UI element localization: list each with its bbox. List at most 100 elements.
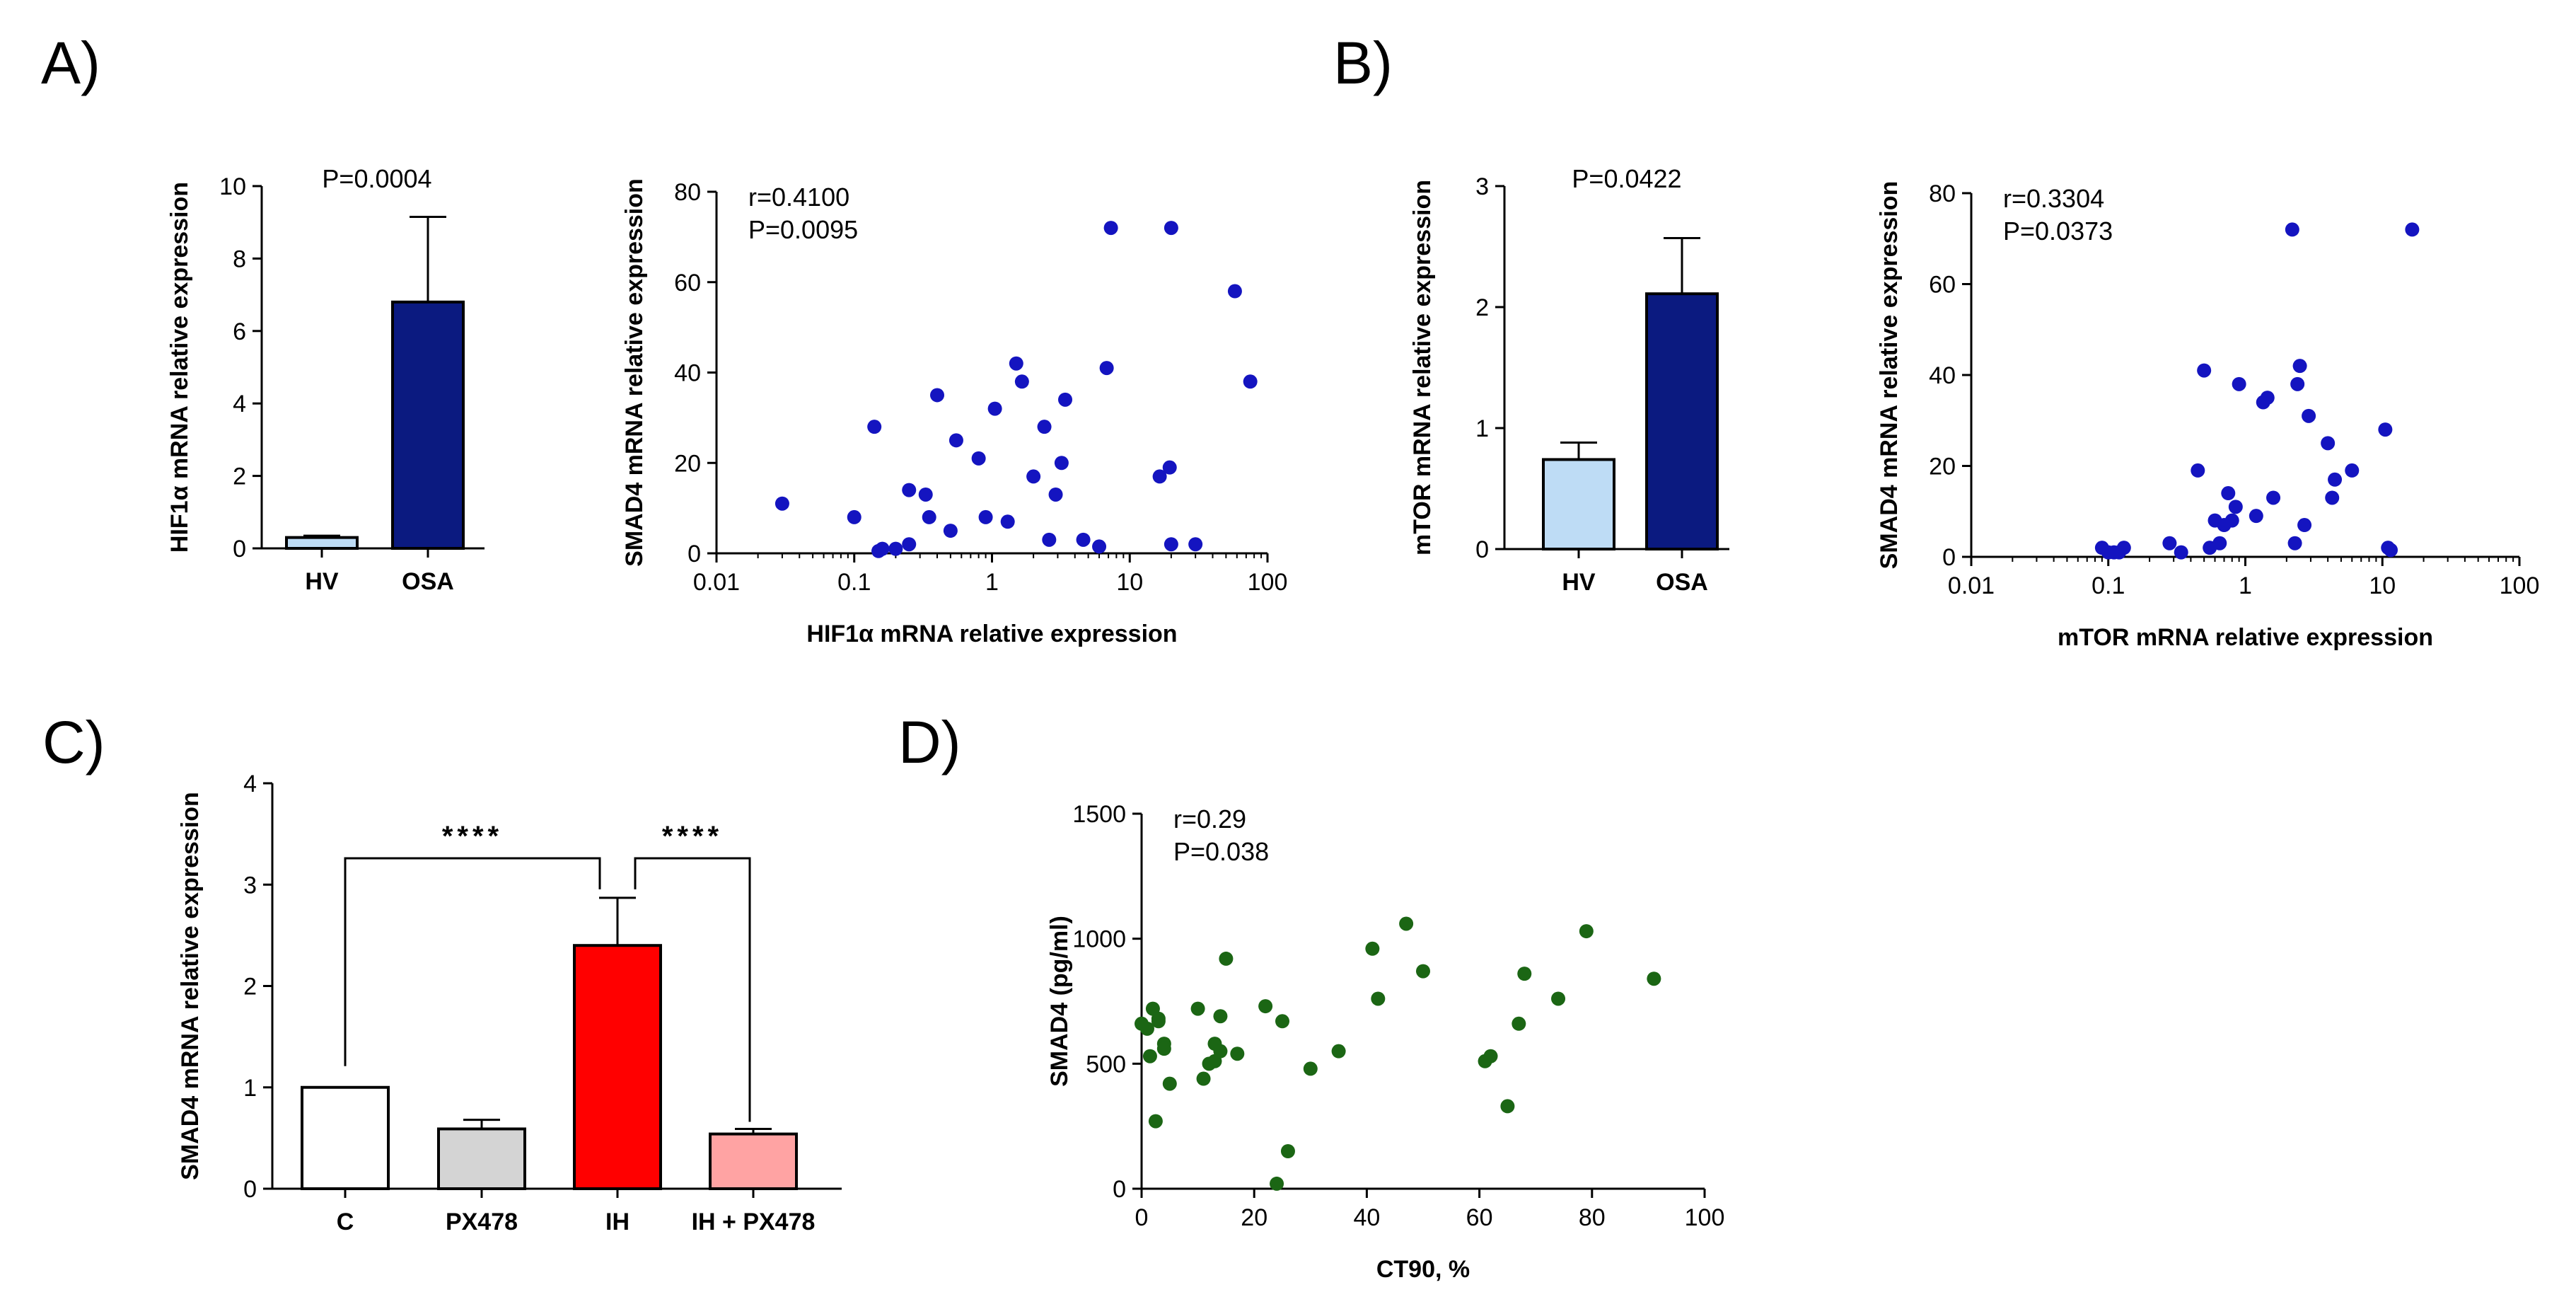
a_bar-bar-hv [285, 536, 359, 550]
c_bar-bar-ih [573, 944, 662, 1190]
b_scatter-y-tick-label: 80 [1929, 180, 1956, 207]
d_scatter-stat-annotation: r=0.29 [1173, 805, 1246, 834]
b_scatter-data-point [2384, 543, 2398, 558]
a_scatter-data-point [867, 420, 882, 434]
d_scatter-data-point [1647, 971, 1661, 986]
b_scatter-data-point [2325, 490, 2340, 505]
a_scatter-y-tick-label: 80 [674, 179, 701, 206]
b_scatter-data-point [2405, 222, 2420, 237]
a_bar-x-tick-label: HV [305, 568, 339, 595]
b_scatter-data-point [2191, 463, 2205, 478]
a_scatter-x-axis-title: HIF1α mRNA relative expression [806, 621, 1177, 647]
c_bar-x-tick-label: IH + PX478 [692, 1209, 816, 1235]
d_scatter-data-point [1483, 1049, 1498, 1063]
d_scatter-data-point [1579, 924, 1594, 939]
d_scatter-y-axis-title: SMAD4 (pg/ml) [1046, 916, 1073, 1087]
a_scatter-x-tick-label: 100 [1248, 569, 1288, 596]
d_scatter-x-tick-label: 0 [1135, 1204, 1149, 1231]
d_scatter-data-point [1219, 951, 1234, 966]
d_scatter-data-point [1156, 1042, 1171, 1056]
a_scatter-stat-annotation: r=0.4100 [748, 183, 849, 212]
a_scatter-data-point [1103, 221, 1118, 236]
b_bar-x-tick-label: HV [1562, 569, 1596, 596]
d_scatter-data-point [1512, 1016, 1526, 1031]
a_scatter-data-point [987, 401, 1002, 416]
b_scatter-data-point [2224, 513, 2239, 528]
b_scatter-x-tick-label: 0.01 [1948, 572, 1995, 599]
a_scatter-data-point [1164, 537, 1178, 552]
a_scatter-data-point [1076, 532, 1091, 547]
a_scatter-y-axis-title: SMAD4 mRNA relative expression [621, 178, 648, 567]
d_scatter-data-point [1162, 1076, 1177, 1091]
a_scatter-data-point [871, 543, 886, 558]
a_scatter-y-tick-label: 0 [687, 541, 701, 567]
a_scatter-x-tick-label: 0.01 [693, 569, 740, 596]
d_scatter-data-point [1213, 1044, 1228, 1059]
d_scatter-data-point [1151, 1011, 1166, 1026]
d_scatter-y-tick-label: 1000 [1072, 926, 1126, 953]
a_scatter-data-point [1188, 537, 1203, 552]
d_scatter-data-point [1365, 941, 1380, 956]
a_scatter-data-point [1000, 514, 1015, 529]
a_scatter-x-tick-label: 0.1 [837, 569, 871, 596]
c-bracket-c-vs-ih [344, 857, 601, 1066]
a_scatter-y-tick-label: 60 [674, 270, 701, 296]
a_scatter-data-point [902, 483, 917, 497]
b_scatter-y-tick-label: 40 [1929, 362, 1956, 389]
b_bar-y-tick-label: 2 [1475, 294, 1489, 321]
b_scatter-data-point [2162, 536, 2177, 550]
c-significance-stars: **** [442, 821, 503, 852]
a_bar-y-tick-label: 0 [233, 536, 246, 563]
b_scatter-x-tick-label: 1 [2239, 572, 2252, 599]
c-bracket-ih-vs-ihpx [634, 857, 751, 1122]
b_scatter-y-tick-label: 60 [1929, 272, 1956, 299]
c_bar-y-axis-title: SMAD4 mRNA relative expression [177, 792, 204, 1180]
a_scatter-data-point [1092, 539, 1107, 554]
d_scatter-x-tick-label: 20 [1241, 1204, 1267, 1231]
panel-label-a: A) [41, 30, 100, 96]
a_bar-y-axis-title: HIF1α mRNA relative expression [166, 182, 193, 553]
b_bar-bar-osa [1645, 292, 1719, 550]
a_scatter-y-tick-label: 40 [674, 360, 701, 387]
d_scatter-data-point [1270, 1176, 1284, 1191]
d_scatter-y-tick-label: 0 [1113, 1176, 1126, 1203]
a_bar-p-value: P=0.0004 [322, 164, 431, 193]
b_scatter-data-point [2328, 472, 2343, 487]
b_scatter-data-point [2232, 376, 2246, 391]
c_bar-x-tick-label: C [337, 1209, 354, 1235]
c_bar-bar-c [301, 1085, 390, 1190]
a_scatter-data-point [1048, 487, 1063, 502]
a_bar-y-tick-label: 4 [233, 391, 246, 417]
d_scatter-data-point [1275, 1014, 1289, 1029]
d_scatter-data-point [1213, 1009, 1228, 1024]
a_bar-y-tick-label: 10 [219, 173, 246, 200]
a_scatter-data-point [1164, 221, 1178, 236]
b_bar-p-value: P=0.0422 [1572, 164, 1681, 193]
b_scatter-data-point [2260, 391, 2275, 405]
a_scatter-data-point [971, 451, 986, 466]
c_bar-x-tick-label: PX478 [446, 1209, 518, 1235]
b_scatter-stat-annotation: r=0.3304 [2003, 184, 2104, 213]
d_scatter-data-point [1196, 1071, 1211, 1086]
a_scatter-x-tick-label: 10 [1116, 569, 1143, 596]
b_scatter-x-tick-label: 0.1 [2091, 572, 2125, 599]
a_scatter-data-point [943, 524, 958, 538]
d_scatter-stat-annotation: P=0.038 [1173, 837, 1269, 866]
b_bar-y-tick-label: 0 [1475, 536, 1489, 563]
b_scatter-y-tick-label: 20 [1929, 454, 1956, 480]
b_scatter-x-axis-title: mTOR mRNA relative expression [2058, 624, 2433, 651]
d_scatter-data-point [1303, 1061, 1318, 1076]
b_scatter-y-tick-label: 0 [1942, 544, 1956, 571]
d_scatter-data-point [1190, 1001, 1205, 1016]
b_scatter-data-point [2266, 490, 2281, 505]
b_bar-y-axis-title: mTOR mRNA relative expression [1409, 180, 1436, 555]
b_scatter-data-point [2174, 545, 2188, 560]
b_scatter-data-point [2285, 222, 2299, 237]
a_scatter-data-point [918, 487, 933, 502]
panel-label-b: B) [1333, 30, 1393, 96]
b_scatter-data-point [2297, 518, 2312, 533]
d_scatter-data-point [1139, 1021, 1154, 1036]
b_bar-x-tick-label: OSA [1656, 569, 1708, 596]
d_scatter-y-tick-label: 1500 [1072, 801, 1126, 828]
